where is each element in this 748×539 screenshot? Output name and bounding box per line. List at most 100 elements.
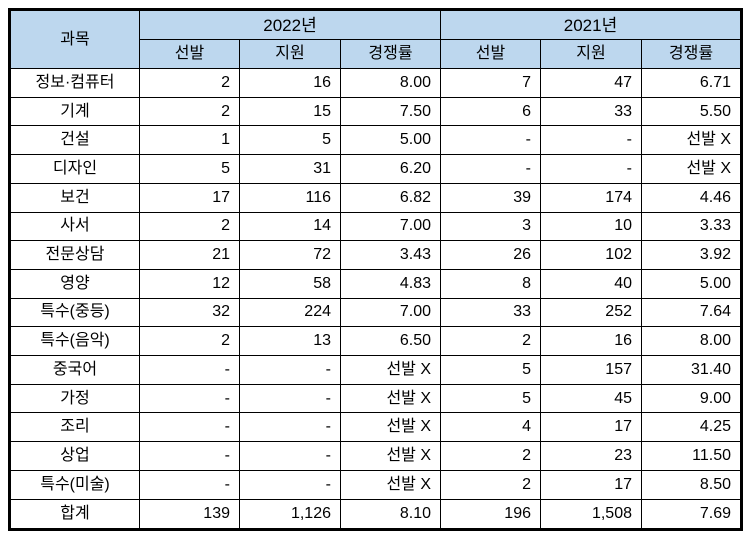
value-cell: 6: [440, 96, 541, 127]
value-cell: 5.00: [640, 268, 743, 299]
value-cell: -: [239, 412, 341, 443]
value-cell: 선발 X: [340, 355, 441, 385]
subject-cell: 특수(중등): [9, 297, 140, 328]
table-header: 과목 2022년 2021년 선발 지원 경쟁률 선발 지원 경쟁률: [9, 9, 743, 69]
column-header-rate-2021: 경쟁률: [640, 39, 743, 69]
value-cell: 72: [239, 240, 341, 270]
value-cell: 8: [440, 268, 541, 299]
value-cell: 5.00: [340, 125, 441, 156]
value-cell: 45: [540, 383, 642, 414]
value-cell: -: [139, 383, 240, 414]
value-cell: 33: [540, 96, 642, 127]
value-cell: 4: [440, 412, 541, 443]
subject-cell: 건설: [9, 125, 140, 156]
value-cell: 7.64: [640, 297, 743, 328]
value-cell: 선발 X: [340, 469, 441, 500]
value-cell: 1,126: [239, 498, 341, 531]
value-cell: 선발 X: [340, 412, 441, 443]
subject-cell: 디자인: [9, 154, 140, 184]
value-cell: 16: [239, 68, 341, 98]
value-cell: 선발 X: [340, 383, 441, 414]
table-row: 정보·컴퓨터 2 16 8.00 7 47 6.71: [9, 68, 743, 98]
table-row: 중국어 - - 선발 X 5 157 31.40: [9, 355, 743, 385]
value-cell: 32: [139, 297, 240, 328]
subject-cell: 특수(미술): [9, 469, 140, 500]
table-row: 조리 - - 선발 X 4 17 4.25: [9, 412, 743, 443]
value-cell: 58: [239, 268, 341, 299]
table-row: 기계 2 15 7.50 6 33 5.50: [9, 96, 743, 127]
value-cell: -: [440, 125, 541, 156]
subject-cell: 보건: [9, 182, 140, 213]
subject-cell: 기계: [9, 96, 140, 127]
table-row: 전문상담 21 72 3.43 26 102 3.92: [9, 240, 743, 270]
value-cell: 31.40: [640, 355, 743, 385]
value-cell: 5: [440, 355, 541, 385]
value-cell: 17: [540, 412, 642, 443]
value-cell: 12: [139, 268, 240, 299]
value-cell: -: [139, 355, 240, 385]
competition-rate-table: 과목 2022년 2021년 선발 지원 경쟁률 선발 지원 경쟁률 정보·컴퓨…: [8, 8, 744, 531]
value-cell: 31: [239, 154, 341, 184]
value-cell: 102: [540, 240, 642, 270]
value-cell: 252: [540, 297, 642, 328]
value-cell: 17: [139, 182, 240, 213]
value-cell: 3: [440, 211, 541, 242]
subject-cell: 특수(음악): [9, 326, 140, 357]
value-cell: 2: [440, 326, 541, 357]
subject-cell: 전문상담: [9, 240, 140, 270]
column-group-2021: 2021년: [439, 9, 743, 40]
value-cell: 6.71: [640, 68, 743, 98]
value-cell: -: [239, 383, 341, 414]
value-cell: 6.82: [340, 182, 441, 213]
value-cell: 8.00: [640, 326, 743, 357]
value-cell: -: [239, 469, 341, 500]
value-cell: 10: [540, 211, 642, 242]
value-cell: 2: [440, 469, 541, 500]
subject-cell: 사서: [9, 211, 140, 242]
value-cell: 2: [139, 96, 240, 127]
value-cell: 2: [139, 68, 240, 98]
value-cell: 3.33: [640, 211, 743, 242]
value-cell: 4.25: [640, 412, 743, 443]
column-header-rate-2022: 경쟁률: [340, 39, 441, 69]
subject-cell: 가정: [9, 383, 140, 414]
column-header-selected-2021: 선발: [440, 39, 541, 69]
column-header-applied-2021: 지원: [540, 39, 642, 69]
value-cell: 9.00: [640, 383, 743, 414]
table-row: 보건 17 116 6.82 39 174 4.46: [9, 182, 743, 213]
value-cell: -: [540, 154, 642, 184]
column-header-applied-2022: 지원: [239, 39, 341, 69]
value-cell: 선발 X: [640, 154, 743, 184]
value-cell: 2: [139, 211, 240, 242]
value-cell: -: [139, 412, 240, 443]
value-cell: 13: [239, 326, 341, 357]
subject-cell: 조리: [9, 412, 140, 443]
table-row: 특수(중등) 32 224 7.00 33 252 7.64: [9, 297, 743, 328]
value-cell: 5.50: [640, 96, 743, 127]
value-cell: 16: [540, 326, 642, 357]
value-cell: 1: [139, 125, 240, 156]
value-cell: 2: [139, 326, 240, 357]
value-cell: 26: [440, 240, 541, 270]
table-row: 디자인 5 31 6.20- - 선발 X: [9, 154, 743, 184]
value-cell: 23: [540, 441, 642, 471]
table-row: 특수(미술) - - 선발 X 2 17 8.50: [9, 469, 743, 500]
value-cell: 116: [239, 182, 341, 213]
table-row: 합계 139 1,126 8.10 196 1,508 7.69: [9, 498, 743, 531]
header-row-metrics: 선발 지원 경쟁률 선발 지원 경쟁률: [10, 39, 743, 69]
table-row: 사서 2 14 7.00 3 10 3.33: [9, 211, 743, 242]
table-row: 상업 - - 선발 X 2 23 11.50: [9, 441, 743, 471]
value-cell: 17: [540, 469, 642, 500]
header-row-years: 과목 2022년 2021년: [9, 9, 743, 69]
column-group-2022: 2022년: [139, 9, 441, 40]
value-cell: -: [239, 441, 341, 471]
value-cell: 6.50: [340, 326, 441, 357]
value-cell: 157: [540, 355, 642, 385]
value-cell: -: [139, 469, 240, 500]
value-cell: 4.83: [340, 268, 441, 299]
subject-cell: 영양: [9, 268, 140, 299]
value-cell: 선발 X: [340, 441, 441, 471]
subject-cell: 정보·컴퓨터: [9, 68, 140, 98]
value-cell: 14: [239, 211, 341, 242]
